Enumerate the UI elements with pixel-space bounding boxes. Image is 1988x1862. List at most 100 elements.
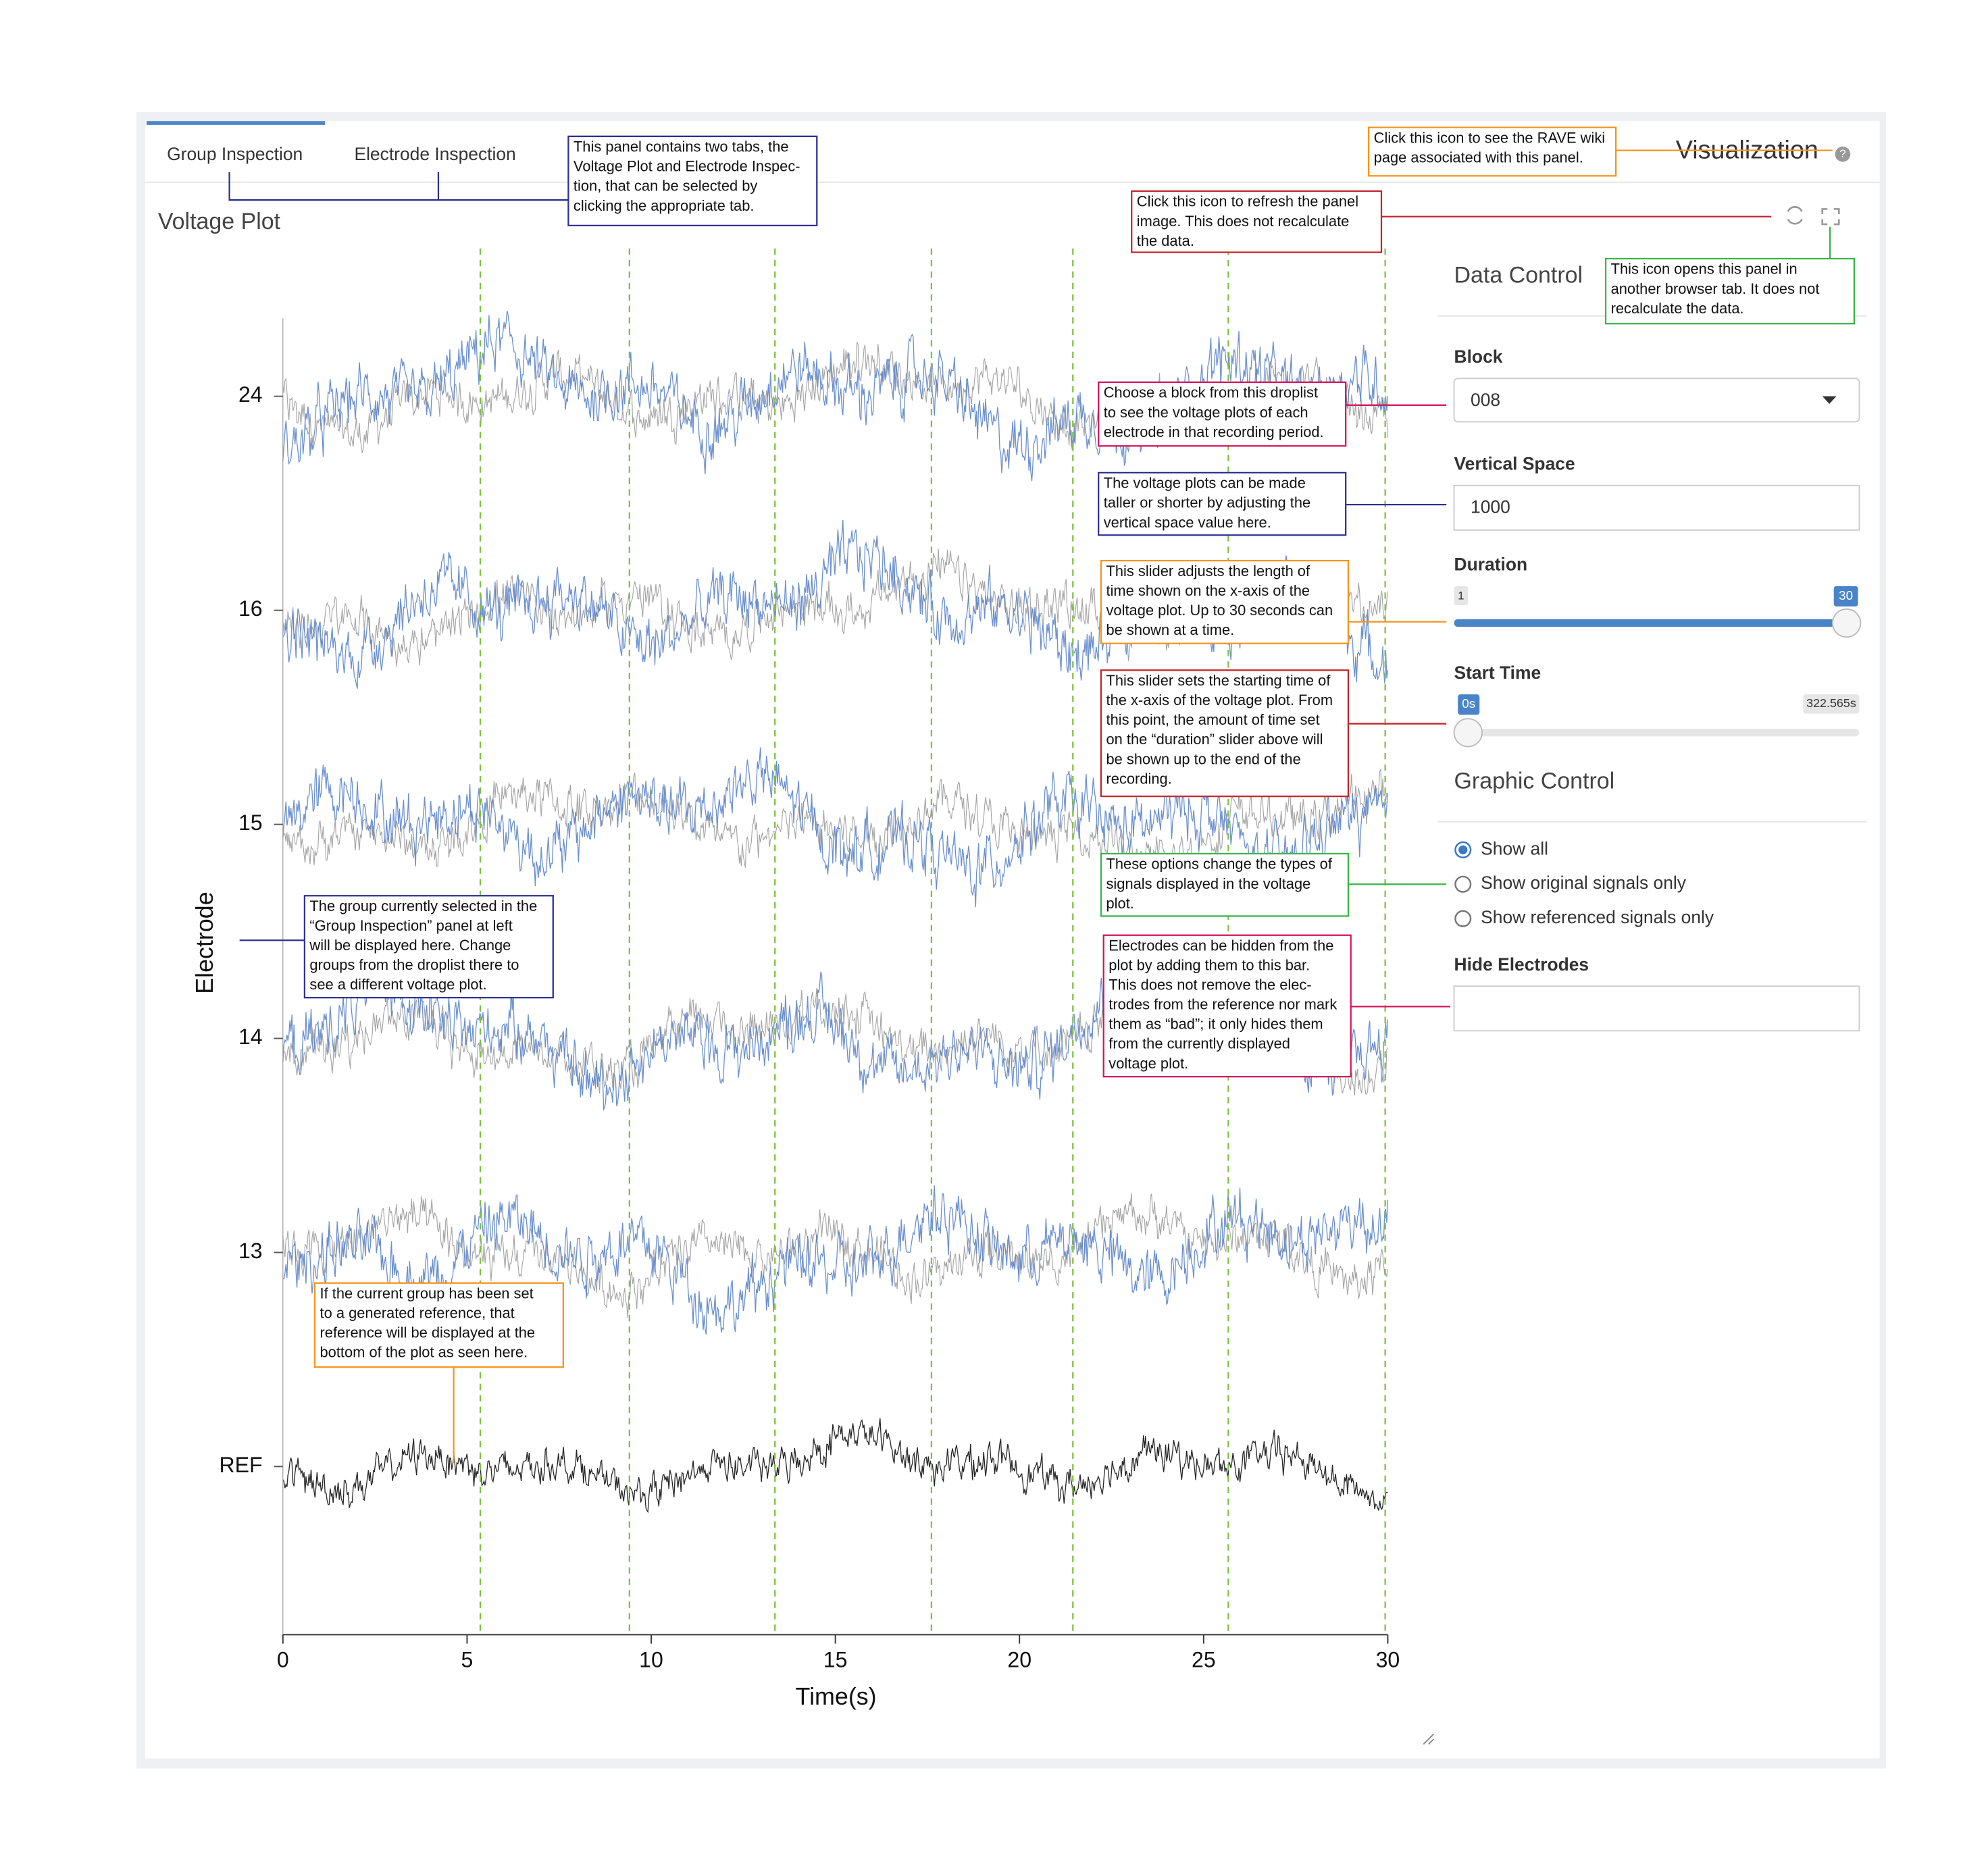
annotation-text: electrode in that recording period. bbox=[1104, 423, 1324, 440]
y-tick-label: 14 bbox=[238, 1025, 263, 1049]
annotation-text: to a generated reference, that bbox=[320, 1305, 515, 1322]
x-tick-label: 5 bbox=[461, 1648, 473, 1672]
voltage-trace bbox=[282, 747, 1389, 908]
annotation-text: be shown at a time. bbox=[1106, 621, 1235, 638]
caret bbox=[1822, 396, 1837, 405]
overlay: 24 16 15 14 13 REF 0 5 10 15 20 25 30 1 30 0s 322.565s Sh… bbox=[220, 126, 1862, 1672]
annotation-text: from the currently displayed bbox=[1108, 1035, 1290, 1052]
annotation-text: this point, the amount of time set bbox=[1106, 711, 1320, 728]
slider-value-label: 0s bbox=[1462, 696, 1475, 710]
x-axis-title: Time(s) bbox=[796, 1683, 877, 1710]
annotation-box bbox=[567, 135, 818, 227]
radio-label[interactable]: Show all bbox=[1481, 838, 1548, 858]
annotation-text: Choose a block from this droplist bbox=[1104, 384, 1318, 401]
help-icon-glyph: ? bbox=[1839, 147, 1845, 160]
hide-electrodes-input[interactable] bbox=[1453, 985, 1860, 1032]
voltage-trace bbox=[282, 1193, 1389, 1318]
radio[interactable] bbox=[1454, 910, 1472, 927]
header-title: Visualization bbox=[1676, 135, 1818, 163]
traces bbox=[282, 310, 1389, 1514]
resize-handle bbox=[1423, 1733, 1435, 1745]
x-tick-label: 15 bbox=[823, 1648, 848, 1672]
x-tick-label: 10 bbox=[639, 1648, 663, 1672]
annotation-text: This panel contains two tabs, the bbox=[574, 138, 789, 155]
annotation-text: recording. bbox=[1106, 770, 1172, 787]
annotation-text: groups from the droplist there to bbox=[309, 956, 519, 973]
field-label: Duration bbox=[1454, 554, 1528, 575]
y-tick-label: 16 bbox=[238, 596, 263, 621]
annotation-text: vertical space value here. bbox=[1104, 514, 1271, 531]
annotation-box bbox=[1100, 669, 1350, 798]
x-tick-label: 30 bbox=[1376, 1648, 1400, 1672]
slider-handle[interactable] bbox=[1831, 608, 1862, 638]
annotation-leader bbox=[228, 172, 569, 201]
field-label: Vertical Space bbox=[1454, 454, 1575, 474]
expand-icon[interactable] bbox=[1821, 208, 1840, 226]
radio[interactable] bbox=[1454, 875, 1472, 893]
slider-handle[interactable] bbox=[1453, 718, 1483, 748]
voltage-trace bbox=[282, 310, 1389, 482]
slider-value-box bbox=[1833, 586, 1858, 606]
annotation-text: taller or shorter by adjusting the bbox=[1104, 494, 1310, 511]
annotation-box bbox=[1102, 934, 1352, 1078]
y-tick-label: 15 bbox=[238, 810, 263, 835]
annotation-text: trodes from the reference nor mark bbox=[1108, 996, 1337, 1013]
slider-value-box bbox=[1458, 694, 1480, 715]
block-select[interactable] bbox=[1453, 378, 1860, 423]
active-tab-bar bbox=[146, 121, 326, 125]
annotation-box bbox=[1368, 126, 1617, 177]
annotation-text: This slider adjusts the length of bbox=[1106, 563, 1310, 579]
slider-track bbox=[1454, 729, 1860, 737]
annotation-text: reference will be displayed at the bbox=[320, 1324, 536, 1341]
annotation-text: another browser tab. It does not bbox=[1611, 280, 1820, 297]
y-tick-label: REF bbox=[220, 1453, 263, 1477]
annotation-text: clicking the appropriate tab. bbox=[574, 197, 755, 214]
input-value: 1000 bbox=[1471, 497, 1510, 517]
section-title: Graphic Control bbox=[1454, 768, 1615, 794]
refresh-icon[interactable] bbox=[1787, 206, 1803, 225]
y-tick-label: 24 bbox=[238, 382, 263, 407]
annotation-text: see a different voltage plot. bbox=[309, 976, 486, 993]
annotation-text: Click this icon to refresh the panel bbox=[1137, 193, 1358, 210]
tab[interactable]: Group Inspection bbox=[167, 144, 303, 164]
annotation-text: be shown up to the end of the bbox=[1106, 750, 1301, 767]
x-tick-label: 20 bbox=[1007, 1648, 1031, 1672]
annotation-text: Click this icon to see the RAVE wiki bbox=[1374, 129, 1605, 146]
radio-dot bbox=[1458, 845, 1468, 854]
slider-fill bbox=[1454, 619, 1847, 627]
x-tick-label: 0 bbox=[277, 1648, 289, 1672]
section-title: Data Control bbox=[1454, 262, 1583, 288]
slider-value-label: 30 bbox=[1839, 588, 1853, 602]
annotation-text: tion, that can be selected by bbox=[574, 178, 757, 195]
annotation-text: time shown on the x-axis of the bbox=[1106, 582, 1310, 599]
annotation-box bbox=[1098, 381, 1347, 447]
annotation-text: Electrodes can be hidden from the bbox=[1108, 937, 1333, 954]
voltage-trace bbox=[282, 1185, 1389, 1335]
annotation-text: voltage plot. bbox=[1108, 1055, 1188, 1072]
vertical-space-input[interactable] bbox=[1453, 484, 1860, 531]
annotation-text: The group currently selected in the bbox=[309, 898, 537, 914]
annotation-text: voltage plot. Up to 30 seconds can bbox=[1106, 602, 1333, 619]
radio-label[interactable]: Show original signals only bbox=[1481, 873, 1687, 893]
annotation-text: The voltage plots can be made bbox=[1104, 475, 1306, 492]
help-icon[interactable] bbox=[1835, 146, 1851, 162]
annotation-box bbox=[303, 895, 554, 999]
annotation-text: them as “bad”; it only hides them bbox=[1108, 1016, 1323, 1033]
annotation-text: plot by adding them to this bar. bbox=[1108, 957, 1310, 974]
annotation-text: signals displayed in the voltage bbox=[1106, 875, 1311, 892]
slider-min-label: 1 bbox=[1458, 589, 1464, 602]
tab[interactable]: Electrode Inspection bbox=[354, 144, 515, 164]
field-label: Block bbox=[1454, 346, 1503, 367]
annotation-text: “Group Inspection” panel at left bbox=[309, 917, 512, 934]
annotation-box bbox=[1100, 852, 1350, 917]
annotation-text: the data. bbox=[1137, 232, 1194, 249]
annotation-text: These options change the types of bbox=[1106, 856, 1333, 873]
field-label: Start Time bbox=[1454, 663, 1541, 683]
annotation-text: page associated with this panel. bbox=[1374, 149, 1583, 165]
radio-label[interactable]: Show referenced signals only bbox=[1481, 907, 1714, 927]
annotation-text: Voltage Plot and Electrode Inspec- bbox=[574, 158, 800, 175]
annotation-box bbox=[313, 1282, 564, 1368]
annotation-text: the x-axis of the voltage plot. From bbox=[1106, 692, 1333, 708]
